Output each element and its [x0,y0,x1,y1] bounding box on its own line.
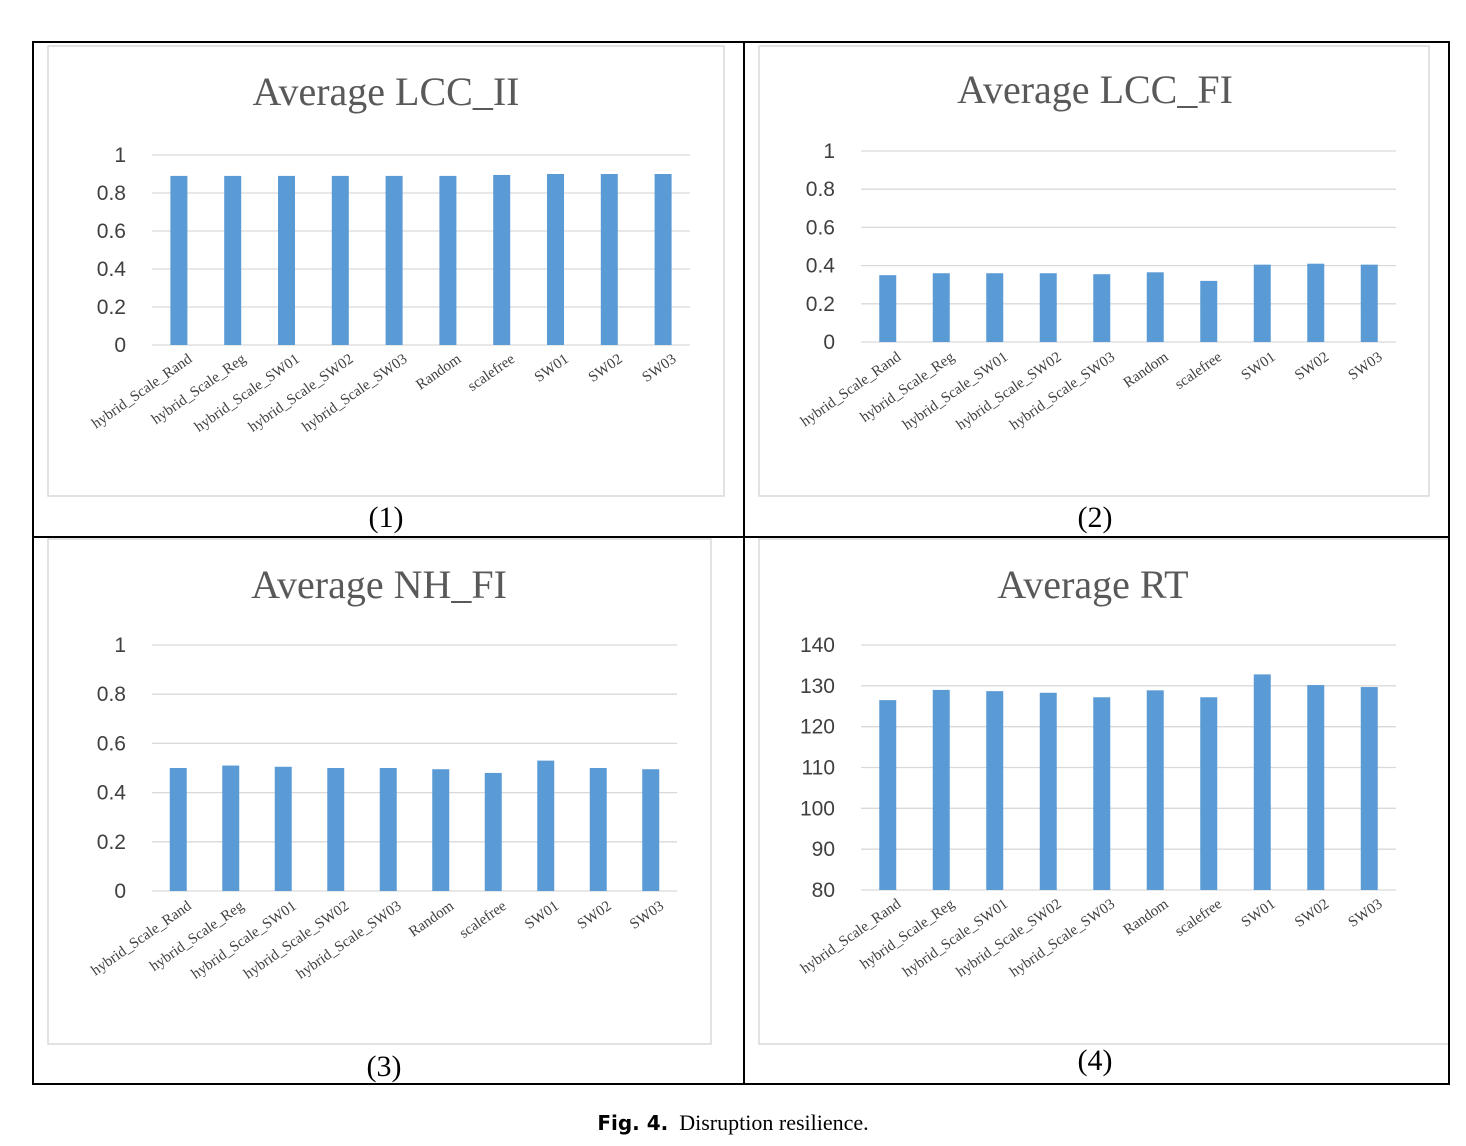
bar [1307,685,1325,890]
bar [1093,274,1111,342]
chart-frame [758,45,1430,497]
y-tick-label: 0.8 [97,182,126,205]
y-tick-label: 0.4 [806,255,836,278]
y-tick-label: 0.4 [97,782,127,805]
bar [986,691,1004,890]
bar [1360,264,1378,342]
bar [1146,272,1164,342]
bar [484,772,502,891]
y-tick-label: 0.4 [97,258,127,281]
chart-panel-4: Average RT8090100110120130140hybrid_Scal… [758,538,1448,1077]
bar [589,768,607,891]
chart-title: Average LCC_FI [957,67,1233,112]
bar [439,175,457,345]
bar [986,273,1004,342]
chart-frame [47,538,712,1045]
bar [432,769,450,891]
y-tick-label: 0.6 [97,220,126,243]
caption-text: Disruption resilience. [679,1110,869,1135]
bar [1360,687,1378,890]
grid-divider-vertical [743,43,745,1083]
bar [879,700,897,890]
bar [170,175,188,345]
bar [879,275,897,342]
bar [222,765,240,891]
bar [1200,280,1218,342]
y-tick-label: 0.2 [97,296,126,319]
grid-divider-horizontal [34,536,1448,538]
y-tick-label: 0.6 [806,216,835,239]
chart-title: Average LCC_II [253,69,520,114]
bar [493,174,511,345]
bar [1307,263,1325,342]
y-tick-label: 120 [800,716,835,739]
y-tick-label: 1 [114,144,126,167]
chart-panel-2: Average LCC_FI00.20.40.60.81hybrid_Scale… [758,45,1430,534]
y-tick-label: 0.2 [97,831,126,854]
y-tick-label: 0.8 [97,683,126,706]
y-tick-label: 0 [114,334,126,357]
y-tick-label: 80 [812,879,835,902]
bar [224,175,242,345]
bar [537,760,555,891]
bar [169,768,187,891]
y-tick-label: 0.6 [97,732,126,755]
bar [327,768,345,891]
bar [385,175,403,345]
y-tick-label: 0 [114,880,126,903]
y-tick-label: 130 [800,675,835,698]
y-tick-label: 90 [812,838,835,861]
bar [1039,692,1057,890]
y-tick-label: 110 [802,757,835,780]
bar [379,768,397,891]
bar [547,174,564,345]
bar [600,174,618,345]
panel-label: (2) [1078,501,1113,534]
chart-panel-3: Average NH_FI00.20.40.60.81hybrid_Scale_… [47,538,712,1083]
y-tick-label: 100 [800,797,835,820]
y-tick-label: 140 [800,634,835,657]
bar [654,174,672,345]
bar [1253,674,1271,890]
bar [1093,697,1111,890]
bar [1253,264,1271,342]
panel-label: (3) [367,1050,402,1083]
bar [1039,273,1057,342]
bar [274,766,292,891]
chart-title: Average NH_FI [251,562,507,607]
y-tick-label: 0 [823,331,835,354]
y-tick-label: 1 [114,634,126,657]
panel-label: (1) [369,501,404,534]
figure-caption: Fig. 4. Disruption resilience. [0,1110,1466,1136]
y-tick-label: 0.2 [806,293,835,316]
bar [932,689,950,890]
chart-panel-1: Average LCC_II00.20.40.60.81hybrid_Scale… [47,45,725,534]
bar [932,273,950,342]
y-tick-label: 0.8 [806,178,835,201]
y-tick-label: 1 [823,140,835,163]
caption-label: Fig. 4. [597,1111,669,1135]
chart-title: Average RT [997,562,1188,607]
bar [642,769,660,891]
panel-label: (4) [1078,1044,1113,1077]
bar [1146,690,1164,890]
bar [278,175,295,345]
figure-grid [32,41,1450,1085]
bar [331,175,349,345]
bar [1200,697,1218,890]
